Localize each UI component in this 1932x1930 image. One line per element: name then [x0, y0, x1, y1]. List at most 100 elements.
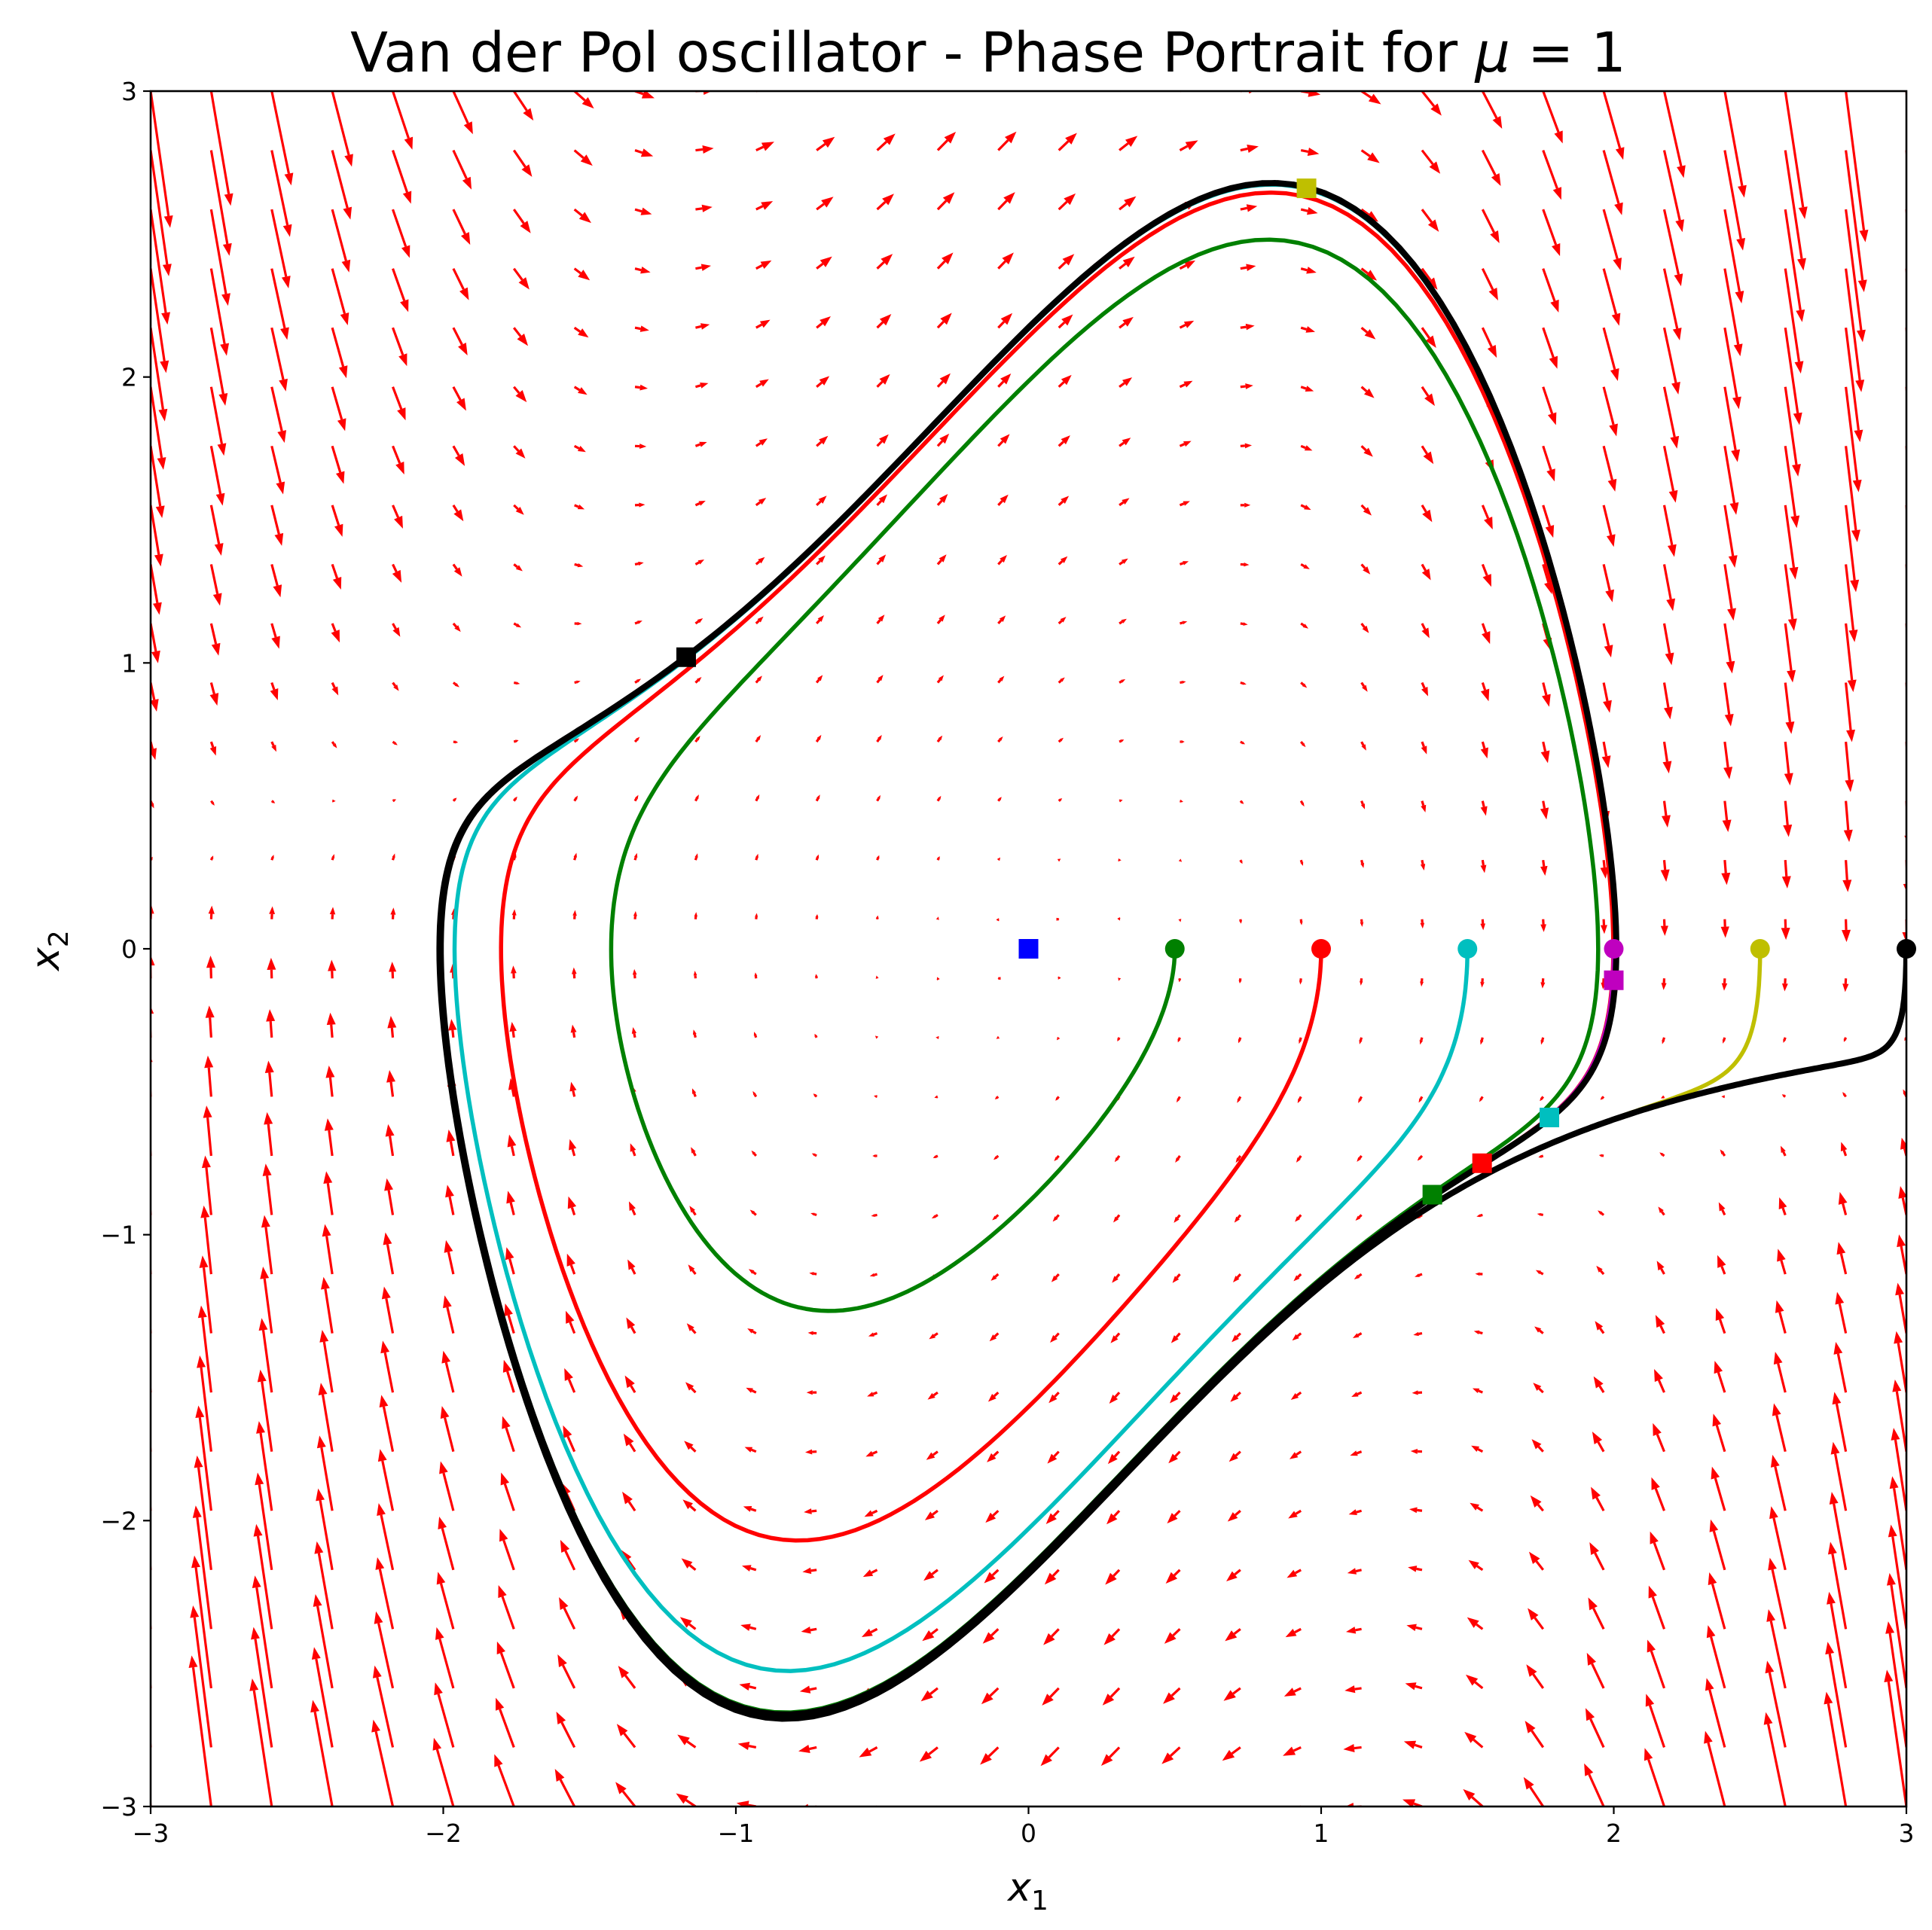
field-arrow [876, 434, 889, 447]
field-arrow [1662, 91, 1686, 178]
field-arrow-shaft [571, 1148, 576, 1157]
field-arrow-head [385, 1124, 395, 1137]
x-tick-label: 2 [1606, 1819, 1622, 1848]
field-arrow-shaft [1354, 1687, 1362, 1691]
field-arrow [633, 910, 637, 919]
field-arrow-shaft [1650, 1651, 1665, 1689]
field-arrow [573, 149, 593, 166]
field-arrow-shaft [449, 1141, 455, 1157]
field-arrow-head [877, 675, 884, 681]
field-arrow [1354, 1273, 1363, 1279]
field-arrow [331, 91, 353, 167]
field-arrow-head [162, 264, 172, 276]
field-arrow [1781, 1094, 1787, 1098]
field-arrow [997, 434, 1010, 447]
field-arrow-head [1352, 1333, 1360, 1338]
field-arrow-shaft [868, 1746, 878, 1753]
field-arrow [747, 1328, 757, 1334]
field-arrow [815, 675, 823, 684]
field-arrow-shaft [270, 268, 286, 329]
field-arrow-head [1402, 1799, 1416, 1807]
field-arrow-head [1835, 1291, 1845, 1305]
field-arrow-head [375, 1557, 385, 1570]
field-arrow-shaft [1234, 1510, 1241, 1517]
field-arrow-shaft [1845, 328, 1860, 431]
field-arrow [1351, 1391, 1363, 1398]
field-arrow-head [994, 1096, 999, 1099]
field-arrow-shaft [508, 1258, 515, 1275]
y-tick-label: 1 [121, 648, 137, 678]
field-arrow-shaft [873, 1332, 878, 1336]
field-arrow-head [926, 1452, 935, 1460]
field-arrow-shaft [876, 857, 880, 861]
field-arrow-head [393, 684, 399, 691]
field-arrow-shaft [997, 798, 1001, 802]
field-arrow-head [217, 443, 227, 456]
field-arrow [868, 1332, 878, 1337]
y-tick-label: 0 [121, 935, 137, 964]
field-arrow [936, 132, 957, 151]
field-arrow [392, 623, 401, 637]
field-arrow-shaft [997, 321, 1006, 329]
field-arrow-head [1708, 1572, 1717, 1586]
field-arrow-shaft [936, 738, 941, 743]
field-arrow-shaft [1602, 623, 1610, 646]
field-arrow-shaft [1295, 1509, 1302, 1515]
field-arrow-shaft [876, 738, 881, 742]
field-arrow [195, 1405, 212, 1511]
field-arrow [626, 1317, 636, 1334]
field-arrow-shaft [1723, 268, 1740, 345]
field-arrow [1777, 1249, 1787, 1275]
field-arrow [1048, 1392, 1060, 1404]
field-arrow [1602, 150, 1623, 215]
field-arrow-shaft [1893, 1487, 1906, 1571]
field-arrow-shaft [452, 622, 458, 628]
field-arrow-head [197, 1305, 207, 1319]
field-arrow-head [996, 917, 1000, 922]
field-arrow [499, 1529, 515, 1571]
field-arrow [876, 254, 893, 270]
field-arrow [498, 1585, 515, 1630]
field-arrow [737, 1742, 757, 1751]
field-arrow [385, 1124, 395, 1157]
field-arrow-shaft [876, 261, 885, 270]
field-arrow-head [197, 1355, 206, 1368]
field-arrow-head [633, 910, 637, 916]
field-arrow [1240, 383, 1253, 389]
field-arrow [1480, 919, 1486, 931]
field-arrow-shaft [1300, 681, 1305, 686]
field-arrow-shaft [452, 327, 463, 346]
field-arrow-head [1000, 434, 1010, 444]
field-arrow-shaft [573, 326, 581, 333]
field-arrow-head [813, 1093, 816, 1097]
field-arrow-head [1364, 329, 1376, 340]
field-arrow-shaft [755, 264, 763, 270]
field-arrow-head [1613, 258, 1622, 271]
field-arrow-head [318, 1383, 328, 1395]
field-arrow-shaft [1662, 741, 1668, 762]
field-arrow-head [1720, 1149, 1725, 1154]
field-arrow [1421, 149, 1441, 174]
field-arrow [452, 327, 468, 356]
field-arrow [633, 852, 638, 861]
field-arrow-shaft [1360, 859, 1364, 864]
field-arrow [1352, 1332, 1363, 1338]
field-arrow [1533, 1383, 1544, 1394]
field-arrow-shaft [377, 1623, 395, 1689]
title-prefix: Van der Pol oscillator - Phase Portrait … [350, 21, 1475, 85]
field-arrow-head [1895, 1282, 1905, 1296]
field-arrow [1720, 919, 1729, 938]
field-arrow-shaft [513, 445, 520, 453]
field-arrow [574, 680, 581, 684]
field-arrow [200, 1205, 212, 1275]
field-arrow-shaft [151, 150, 169, 265]
field-arrow-shaft [444, 1417, 455, 1453]
field-arrow-head [1117, 1038, 1121, 1041]
field-arrow-head [1175, 1157, 1180, 1163]
field-arrow [936, 373, 951, 388]
field-arrow [1600, 1096, 1605, 1100]
field-arrow-head [1479, 1098, 1483, 1102]
field-arrow [505, 1247, 515, 1275]
field-arrow-shaft [1539, 1329, 1544, 1334]
field-arrow-head [1729, 502, 1739, 515]
